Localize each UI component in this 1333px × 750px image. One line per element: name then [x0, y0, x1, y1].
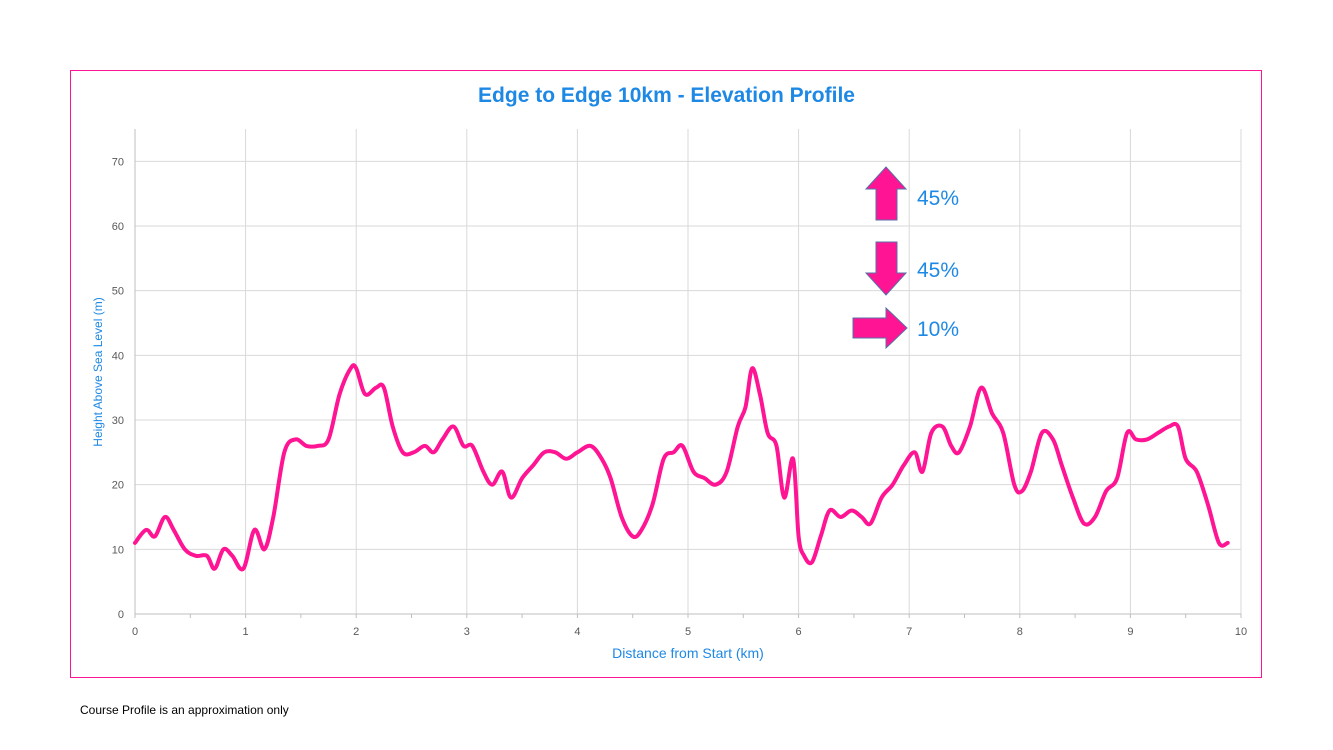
y-tick-label: 50 — [112, 286, 124, 298]
chart-title: Edge to Edge 10km - Elevation Profile — [478, 84, 855, 107]
x-tick-label: 3 — [464, 626, 470, 638]
x-tick-label: 8 — [1017, 626, 1023, 638]
y-tick-label: 0 — [118, 609, 124, 621]
legend-flat: 10% — [852, 306, 959, 350]
legend-uphill: 45% — [864, 166, 959, 221]
arrow-up-icon — [864, 166, 908, 221]
elevation-line — [133, 363, 1230, 572]
x-tick-label: 7 — [906, 626, 912, 638]
chart-frame — [70, 70, 1262, 678]
x-tick-label: 6 — [796, 626, 802, 638]
x-tick-label: 1 — [243, 626, 249, 638]
arrow-down-icon — [864, 241, 908, 296]
arrow-right-icon — [852, 306, 908, 350]
legend-downhill: 45% — [864, 241, 959, 296]
y-tick-label: 70 — [112, 156, 124, 168]
y-tick-label: 40 — [112, 350, 124, 362]
tick-layer: 0 1 2 3 4 5 6 7 8 9 10 0 10 20 30 40 50 60 70 — [112, 156, 1247, 638]
legend-flat-label: 10% — [917, 318, 959, 341]
x-tick-label: 4 — [574, 626, 580, 638]
x-tick-label: 5 — [685, 626, 691, 638]
x-tick-label: 10 — [1235, 626, 1247, 638]
footnote: Course Profile is an approximation only — [80, 703, 289, 717]
y-axis-label: Height Above Sea Level (m) — [91, 297, 105, 446]
y-tick-label: 20 — [112, 480, 124, 492]
y-tick-label: 60 — [112, 221, 124, 233]
grid-layer — [134, 129, 1242, 615]
legend-downhill-label: 45% — [917, 259, 959, 282]
x-tick-label: 9 — [1127, 626, 1133, 638]
legend-uphill-label: 45% — [917, 187, 959, 210]
x-tick-label: 2 — [353, 626, 359, 638]
y-tick-label: 30 — [112, 415, 124, 427]
y-tick-label: 10 — [112, 544, 124, 556]
x-axis-label: Distance from Start (km) — [612, 645, 764, 661]
x-tick-label: 0 — [132, 626, 138, 638]
